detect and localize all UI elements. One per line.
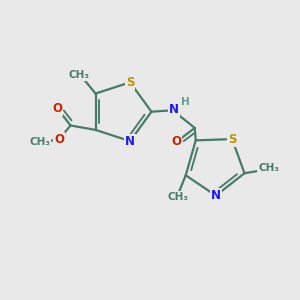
Text: CH₃: CH₃ [68,70,89,80]
Text: O: O [54,133,64,146]
Text: S: S [228,133,236,146]
Text: N: N [211,189,221,202]
Text: CH₃: CH₃ [168,192,189,202]
Text: CH₃: CH₃ [29,137,50,147]
Text: N: N [125,135,135,148]
Text: O: O [52,102,62,115]
Text: H: H [181,97,189,107]
Text: O: O [171,135,181,148]
Text: N: N [169,103,179,116]
Text: CH₃: CH₃ [258,163,279,173]
Text: S: S [126,76,134,89]
